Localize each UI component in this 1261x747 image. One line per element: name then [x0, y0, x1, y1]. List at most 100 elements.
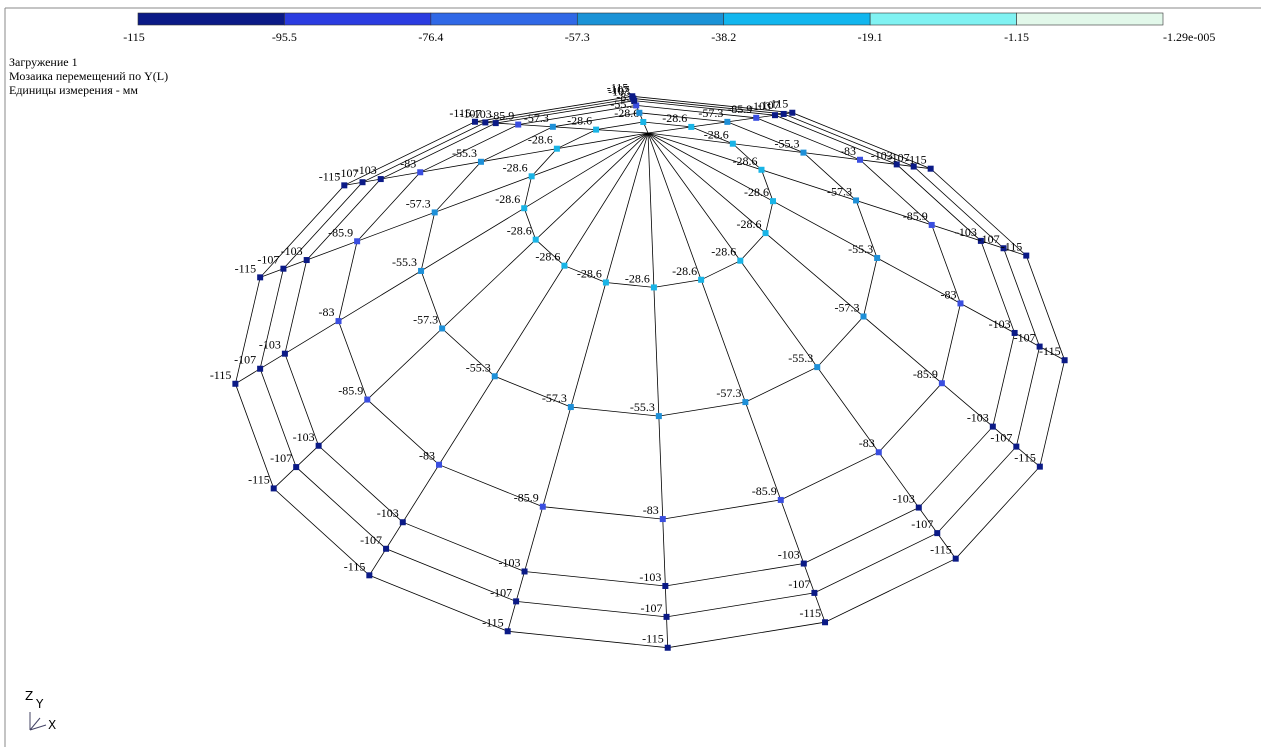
- node-label: -28.6: [744, 185, 769, 199]
- node: [232, 381, 238, 387]
- node: [990, 424, 996, 430]
- node: [822, 619, 828, 625]
- node: [662, 583, 668, 589]
- node: [651, 284, 657, 290]
- node-label: -115: [1014, 451, 1036, 465]
- node-label: -107: [257, 253, 279, 267]
- node: [772, 112, 778, 118]
- colorbar-label: -57.3: [565, 30, 590, 44]
- node-label: -107: [641, 601, 663, 615]
- node: [354, 238, 360, 244]
- node-label: -57.3: [835, 301, 860, 315]
- node-label: -103: [893, 492, 915, 506]
- node-label: -28.6: [495, 192, 520, 206]
- node: [293, 464, 299, 470]
- node: [561, 263, 567, 269]
- node-label: -57.3: [524, 111, 549, 125]
- node: [857, 157, 863, 163]
- node-label: -83: [319, 305, 335, 319]
- node-label: -85.9: [514, 491, 539, 505]
- axis-y: Y: [35, 697, 44, 711]
- node: [271, 485, 277, 491]
- node: [928, 166, 934, 172]
- node: [554, 146, 560, 152]
- node: [568, 404, 574, 410]
- node-label: -103: [293, 430, 315, 444]
- node-label: -85.9: [903, 209, 928, 223]
- node-label: -83: [840, 144, 856, 158]
- node-label: -28.6: [672, 264, 697, 278]
- node: [282, 351, 288, 357]
- node: [436, 462, 442, 468]
- axis-z: Z: [25, 689, 33, 703]
- node: [257, 366, 263, 372]
- node-label: -107: [990, 431, 1012, 445]
- node: [876, 449, 882, 455]
- node-label: -103: [639, 570, 661, 584]
- node-label: -83: [643, 503, 659, 517]
- node: [929, 222, 935, 228]
- node-label: -103: [499, 555, 521, 569]
- node-label: -28.6: [535, 250, 560, 264]
- node-label: -83: [940, 287, 956, 301]
- node-label: -28.6: [567, 114, 592, 128]
- node: [533, 237, 539, 243]
- node-label: -57.3: [716, 386, 741, 400]
- node: [957, 300, 963, 306]
- node-label: -83: [859, 436, 875, 450]
- node-label: -103: [377, 506, 399, 520]
- node: [916, 505, 922, 511]
- node-label: -55.3: [452, 146, 477, 160]
- node: [341, 182, 347, 188]
- node: [811, 590, 817, 596]
- node-label: -57.3: [698, 106, 723, 120]
- node: [629, 93, 635, 99]
- node: [781, 111, 787, 117]
- node: [770, 198, 776, 204]
- node-label: -103: [989, 317, 1011, 331]
- node: [724, 119, 730, 125]
- node: [640, 119, 646, 125]
- node-label: -28.6: [711, 245, 736, 259]
- colorbar-segment: [870, 13, 1016, 25]
- node-label: -85.9: [328, 225, 353, 239]
- node-label: -83: [400, 156, 416, 170]
- node: [336, 318, 342, 324]
- node: [636, 110, 642, 116]
- node-label: -115: [1001, 240, 1023, 254]
- node-label: -55.3: [774, 137, 799, 151]
- colorbar-label: -76.4: [418, 30, 443, 44]
- node: [778, 497, 784, 503]
- node-label: -107: [270, 451, 292, 465]
- node: [482, 119, 488, 125]
- node: [934, 530, 940, 536]
- node: [360, 179, 366, 185]
- node-label: -57.3: [406, 196, 431, 210]
- node-label: -107: [978, 232, 1000, 246]
- node: [656, 413, 662, 419]
- node-label: -57.3: [542, 391, 567, 405]
- node: [1023, 253, 1029, 259]
- node: [529, 173, 535, 179]
- node: [550, 124, 556, 130]
- node: [698, 277, 704, 283]
- header-line: Загружение 1: [9, 55, 78, 69]
- node: [814, 364, 820, 370]
- node: [417, 169, 423, 175]
- colorbar-segment: [138, 13, 284, 25]
- node-label: -115: [449, 106, 471, 120]
- node: [1037, 464, 1043, 470]
- node: [660, 516, 666, 522]
- node: [763, 230, 769, 236]
- node: [593, 127, 599, 133]
- node-label: -107: [360, 533, 382, 547]
- node: [603, 279, 609, 285]
- node: [439, 325, 445, 331]
- node-label: -28.6: [528, 133, 553, 147]
- node-label: -107: [1014, 331, 1036, 345]
- node-label: -28.6: [625, 271, 650, 285]
- node-label: -107: [911, 517, 933, 531]
- viewport: Загружение 1 Мозаика перемещений по Y(L)…: [0, 0, 1261, 747]
- axis-x: X: [48, 718, 56, 732]
- node: [478, 159, 484, 165]
